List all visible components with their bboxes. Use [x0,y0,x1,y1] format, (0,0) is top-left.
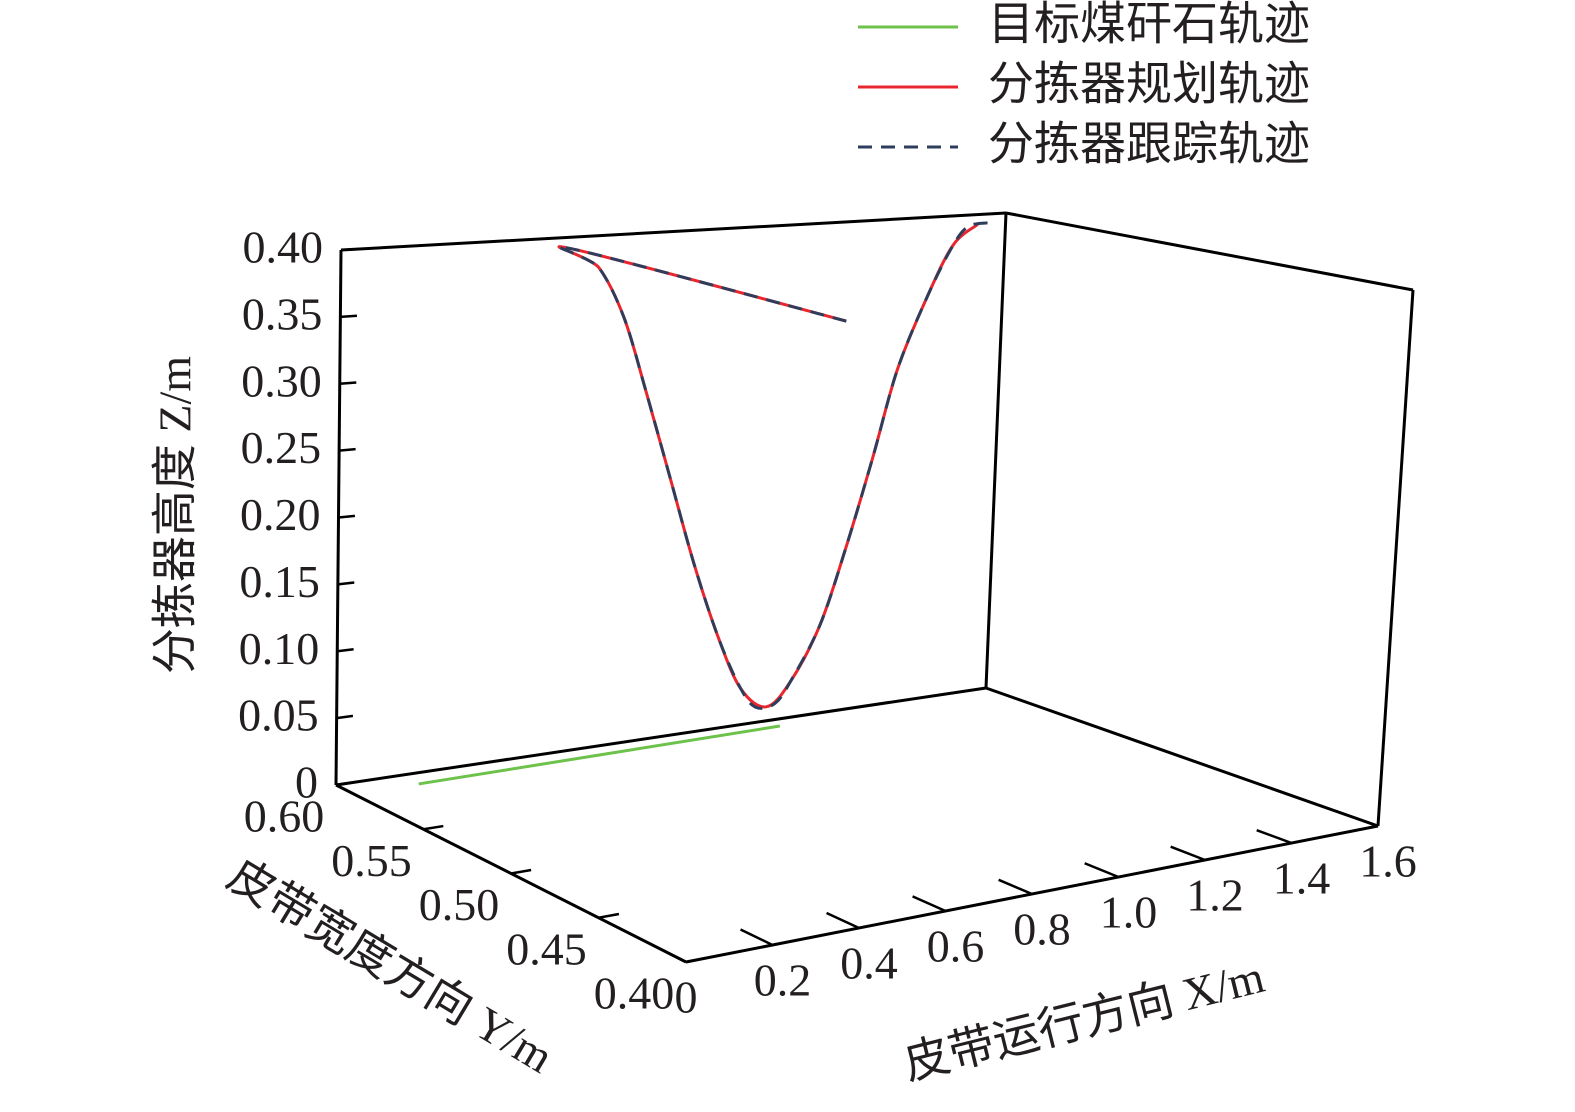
axis-box-edge [340,211,1007,252]
z-tick [339,381,357,385]
axis-box-edge [335,686,987,787]
z-tick-label: 0.30 [241,355,322,406]
z-tick [340,247,358,252]
legend-label: 分拣器跟踪轨迹 [988,119,1310,170]
x-tick [1170,845,1206,862]
y-tick-label: 0.40 [594,968,675,1019]
x-tick-label: 0.6 [927,921,985,972]
trajectory-line [557,221,991,710]
z-tick-label: 0.10 [239,623,320,674]
z-tick-label: 0.20 [240,489,321,540]
axis-box-edge [1376,289,1415,827]
x-tick-label: 1.2 [1186,870,1244,921]
axis-box-edge [1005,211,1414,292]
trajectory-line [418,724,781,786]
z-tick-label: 0.05 [238,690,319,741]
legend-label: 目标煤矸石轨迹 [988,0,1310,50]
x-tick-label: 0 [675,972,698,1023]
x-tick [1342,812,1379,828]
z-tick [339,447,356,452]
z-tick [340,314,358,319]
x-tick-label: 0.2 [754,955,812,1006]
y-tick [335,780,356,787]
x-tick [1256,828,1292,845]
x-tick [653,944,687,964]
z-tick-label: 0 [295,757,318,808]
z-tick-label: 0.25 [241,422,322,473]
x-tick [998,878,1033,896]
y-tick [598,912,620,919]
z-tick [336,714,354,720]
z-tick-label: 0.35 [242,288,323,339]
x-tick-label: 1.4 [1273,853,1331,904]
x-tick-label: 0.4 [840,938,898,989]
y-tick [685,956,708,964]
y-tick-label: 0.60 [244,791,325,842]
z-tick [337,581,355,586]
legend-label: 分拣器规划轨迹 [988,59,1310,110]
z-tick-label: 0.15 [239,556,320,607]
x-tick-label: 1.6 [1359,836,1417,887]
x-tick-label: 1.0 [1100,887,1158,938]
y-tick [510,868,532,875]
z-axis-label: 分拣器高度 Z/m [150,356,201,674]
x-tick [912,895,947,913]
z-tick [338,514,356,519]
y-tick [423,824,444,831]
y-tick-label: 0.55 [331,835,412,886]
z-tick-label: 0.40 [243,222,324,273]
axis-box-edge [984,212,1008,689]
z-tick [337,647,354,653]
x-axis-label: 皮带运行方向 X/m [898,951,1269,1090]
x-tick [826,911,860,930]
x-tick [1084,862,1119,879]
axis-box-edge [985,686,1379,828]
x-tick-label: 0.8 [1013,904,1071,955]
x-tick [739,928,774,947]
trajectory-line [557,223,979,709]
y-tick-label: 0.50 [419,879,500,930]
y-tick-label: 0.45 [506,923,587,974]
